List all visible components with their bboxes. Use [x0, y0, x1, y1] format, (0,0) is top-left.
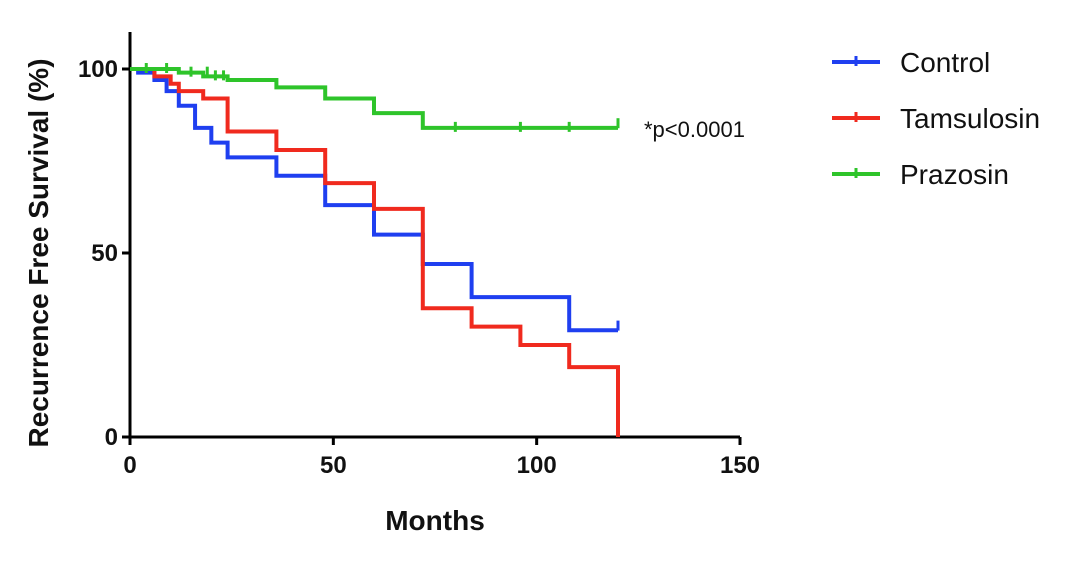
x-tick-label: 0: [123, 452, 136, 479]
y-tick-label: 100: [78, 56, 118, 83]
x-tick-label: 50: [320, 452, 347, 479]
legend: Control Tamsulosin Prazosin: [832, 47, 1040, 190]
series-line-control: [130, 67, 618, 333]
legend-label-control: Control: [900, 47, 990, 78]
y-axis-title: Recurrence Free Survival (%): [23, 58, 54, 447]
x-tick-label: 150: [720, 452, 760, 479]
axes: [128, 32, 740, 439]
x-tick-label: 100: [517, 452, 557, 479]
y-tick-label: 0: [105, 424, 118, 451]
series-lines: [130, 63, 620, 437]
p-value-annotation: *p<0.0001: [644, 117, 745, 142]
ticks: 0 50 100 150 0 50 100: [78, 56, 760, 479]
legend-label-prazosin: Prazosin: [900, 159, 1009, 190]
series-line-tamsulosin: [130, 67, 620, 437]
y-tick-label: 50: [91, 240, 118, 267]
x-axis-title: Months: [385, 505, 485, 536]
legend-label-tamsulosin: Tamsulosin: [900, 103, 1040, 134]
